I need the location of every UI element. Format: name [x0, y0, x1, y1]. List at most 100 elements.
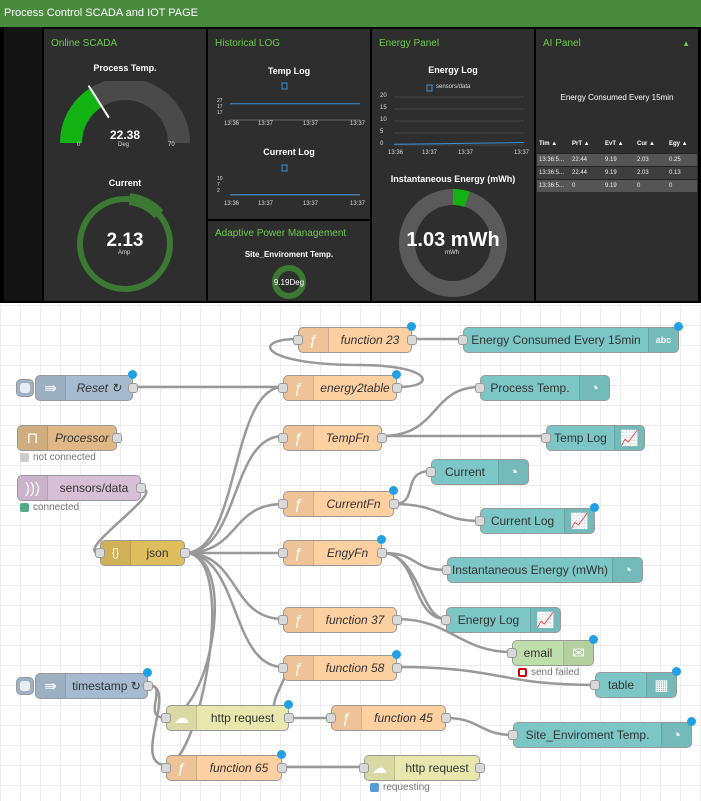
collapse-caret-icon[interactable]: ▲ [682, 39, 690, 48]
chart-icon: 📈 [614, 426, 644, 450]
table-row[interactable]: 13:36:5... 0 9.19 0 0 [537, 179, 697, 192]
table-row[interactable]: 13:36:5... 22.44 9.19 2.03 0.13 [537, 166, 697, 179]
energy-consumed-text-node[interactable]: Energy Consumed Every 15min abc [458, 322, 683, 353]
instantaneous-energy-gauge-node[interactable]: Instantaneous Energy (mWh) ◔ [442, 557, 643, 583]
input-port[interactable] [278, 383, 288, 393]
input-port[interactable] [278, 499, 288, 509]
http-request-node[interactable]: ☁ http request [359, 755, 485, 781]
site-temp-gauge [272, 265, 306, 299]
input-port[interactable] [293, 335, 303, 345]
http-request-node[interactable]: ☁ http request [161, 700, 294, 731]
input-port[interactable] [458, 335, 468, 345]
current-log-ytick: 10 [217, 176, 223, 182]
current-log-chart-node[interactable]: Current Log 📈 [475, 503, 599, 534]
gauge-icon: ◔ [661, 723, 691, 747]
function-58-node[interactable]: ƒ function 58 [278, 650, 402, 681]
output-port[interactable] [180, 548, 190, 558]
output-port[interactable] [377, 433, 387, 443]
input-port[interactable] [359, 763, 369, 773]
output-port[interactable] [392, 615, 402, 625]
process-temp-gauge-node[interactable]: Process Temp. ◔ [475, 375, 610, 401]
current-log-ytick: 7 [217, 182, 220, 188]
function-icon: ƒ [299, 328, 329, 352]
site-temp-label: Site_Enviroment Temp. [244, 250, 334, 259]
function-icon: ƒ [332, 706, 362, 730]
output-port[interactable] [112, 433, 122, 443]
json-node[interactable]: {} json [95, 540, 190, 566]
input-port[interactable] [161, 713, 171, 723]
process-temp-label: Process Temp. [93, 63, 157, 73]
input-port[interactable] [475, 516, 485, 526]
input-port[interactable] [442, 565, 452, 575]
output-port[interactable] [389, 499, 399, 509]
output-port[interactable] [392, 383, 402, 393]
changed-indicator [674, 322, 683, 331]
current-gauge-node[interactable]: Current ◔ [426, 459, 529, 485]
input-port[interactable] [95, 548, 105, 558]
processor-node[interactable]: ⊓ Processor [17, 425, 122, 451]
ai-col-evt[interactable]: EvT ▲ [605, 141, 624, 147]
dashboard-nav-strip [4, 27, 42, 301]
energy-log-legend: sensors/data [436, 84, 471, 90]
output-port[interactable] [441, 713, 451, 723]
input-port[interactable] [278, 663, 288, 673]
input-port[interactable] [278, 615, 288, 625]
input-port[interactable] [426, 467, 436, 477]
temp-log-chart [230, 82, 360, 121]
current-donut-gauge [77, 193, 173, 292]
temp-log-title: Temp Log [267, 66, 311, 76]
input-port[interactable] [278, 433, 288, 443]
input-port[interactable] [508, 730, 518, 740]
flow-canvas[interactable]: ƒ function 23 Energy Consumed Every 15mi… [0, 305, 701, 801]
engyfn-node[interactable]: ƒ EngyFn [278, 535, 387, 566]
energy-log-chart-node[interactable]: Energy Log 📈 [441, 607, 561, 633]
function-65-node[interactable]: ƒ function 65 [161, 750, 287, 781]
temp-log-chart-node[interactable]: Temp Log 📈 [541, 425, 645, 451]
output-port[interactable] [392, 663, 402, 673]
site-environment-temp-gauge-node[interactable]: Site_Enviroment Temp. ◔ [508, 717, 696, 748]
output-port[interactable] [377, 548, 387, 558]
ai-col-prt[interactable]: PrT ▲ [572, 141, 590, 147]
timestamp-inject-node[interactable]: ⇛ timestamp ↻ [16, 668, 153, 699]
current-log-ytick: 2 [217, 188, 220, 194]
http-status: requesting [370, 782, 430, 793]
function-icon: ƒ [284, 608, 314, 632]
table-node[interactable]: table ▦ [590, 667, 681, 698]
inject-button[interactable] [16, 379, 34, 397]
output-port[interactable] [136, 483, 146, 493]
function-37-node[interactable]: ƒ function 37 [278, 607, 402, 633]
ai-col-egy[interactable]: Egy ▲ [669, 141, 688, 147]
input-port[interactable] [441, 615, 451, 625]
reset-inject-node[interactable]: ⇛ Reset ↻ [16, 370, 138, 401]
output-port[interactable] [128, 383, 138, 393]
energy2table-node[interactable]: ƒ energy2table [278, 370, 402, 401]
mqtt-in-node[interactable]: ))) sensors/data [17, 475, 146, 501]
input-port[interactable] [590, 680, 600, 690]
email-node[interactable]: email ✉ [507, 635, 598, 666]
ai-col-cur[interactable]: Cur ▲ [637, 141, 655, 147]
process-temp-value: 22.38 [109, 128, 141, 142]
function-45-node[interactable]: ƒ function 45 [326, 705, 451, 731]
input-port[interactable] [278, 548, 288, 558]
output-port[interactable] [407, 335, 417, 345]
function-icon: ƒ [284, 426, 314, 450]
input-port[interactable] [475, 383, 485, 393]
output-port[interactable] [143, 681, 153, 691]
tempfn-node[interactable]: ƒ TempFn [278, 425, 387, 451]
output-port[interactable] [277, 763, 287, 773]
currentfn-node[interactable]: ƒ CurrentFn [278, 486, 399, 517]
energy-log-ytick: 15 [380, 105, 387, 111]
function-icon: ƒ [167, 756, 197, 780]
table-row[interactable]: 13:36:5... 22.44 9.19 2.03 0.25 [537, 153, 697, 166]
input-port[interactable] [507, 648, 517, 658]
output-port[interactable] [475, 763, 485, 773]
function-23-node[interactable]: ƒ function 23 [293, 322, 417, 353]
input-port[interactable] [161, 763, 171, 773]
inject-arrow-icon: ⇛ [36, 674, 66, 698]
output-port[interactable] [284, 713, 294, 723]
input-port[interactable] [541, 433, 551, 443]
input-port[interactable] [326, 713, 336, 723]
serial-port-icon: ⊓ [18, 426, 48, 450]
inject-button[interactable] [16, 677, 34, 695]
ai-col-tim[interactable]: Tim ▲ [539, 141, 558, 147]
